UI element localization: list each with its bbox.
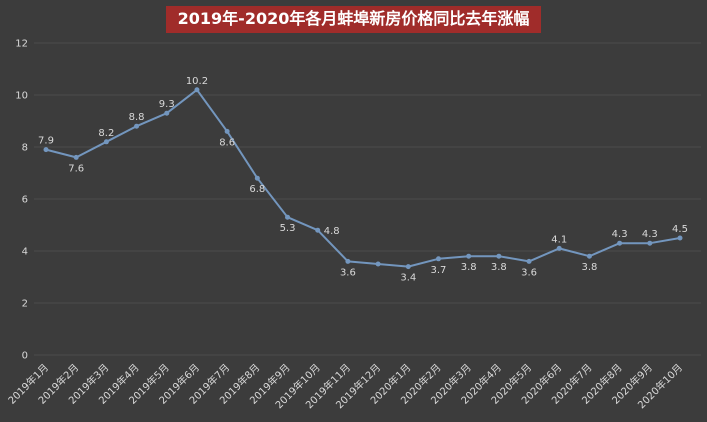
data-point xyxy=(43,147,49,153)
y-tick-label: 12 xyxy=(15,39,28,50)
data-label: 5.3 xyxy=(280,223,296,234)
data-point xyxy=(647,240,653,246)
data-point xyxy=(194,87,200,93)
data-point xyxy=(405,264,411,270)
data-point xyxy=(496,253,502,259)
y-tick-label: 8 xyxy=(22,143,28,154)
data-label: 10.2 xyxy=(186,76,208,87)
data-point xyxy=(285,214,291,220)
data-label: 4.3 xyxy=(642,229,658,240)
data-point xyxy=(103,139,109,145)
data-point xyxy=(617,240,623,246)
data-point xyxy=(677,235,683,241)
y-tick-label: 0 xyxy=(22,351,28,362)
data-point xyxy=(345,258,351,264)
data-point xyxy=(466,253,472,259)
data-label: 7.6 xyxy=(68,163,84,174)
data-label: 4.3 xyxy=(612,229,628,240)
data-point xyxy=(556,245,562,251)
data-label: 3.8 xyxy=(581,262,597,273)
data-point xyxy=(134,123,140,129)
data-point xyxy=(254,175,260,181)
y-tick-label: 10 xyxy=(15,91,28,102)
data-label: 6.8 xyxy=(249,184,265,195)
title-bar: 2019年-2020年各月蚌埠新房价格同比去年涨幅 xyxy=(0,6,707,33)
data-point xyxy=(526,258,532,264)
data-point xyxy=(586,253,592,259)
y-tick-label: 2 xyxy=(22,299,28,310)
data-label: 7.9 xyxy=(38,136,54,147)
data-label: 3.4 xyxy=(400,273,416,284)
data-label: 8.6 xyxy=(219,137,235,148)
data-label: 4.1 xyxy=(551,234,567,245)
data-point xyxy=(435,256,441,262)
data-label: 4.8 xyxy=(324,226,340,237)
data-label: 8.8 xyxy=(129,112,145,123)
data-point xyxy=(375,261,381,267)
data-label: 3.6 xyxy=(340,267,356,278)
data-point xyxy=(73,154,79,160)
data-label: 4.5 xyxy=(672,224,688,235)
data-line xyxy=(45,88,681,268)
data-label: 8.2 xyxy=(98,128,114,139)
data-label: 9.3 xyxy=(159,99,175,110)
data-point xyxy=(164,110,170,116)
data-label: 3.7 xyxy=(431,265,447,276)
y-tick-label: 4 xyxy=(22,247,28,258)
y-tick-label: 6 xyxy=(22,195,28,206)
data-label: 3.8 xyxy=(491,262,507,273)
chart-title: 2019年-2020年各月蚌埠新房价格同比去年涨幅 xyxy=(165,6,542,33)
data-point xyxy=(315,227,321,233)
data-label: 3.8 xyxy=(461,262,477,273)
data-point xyxy=(224,128,230,134)
data-label: 3.6 xyxy=(521,267,537,278)
